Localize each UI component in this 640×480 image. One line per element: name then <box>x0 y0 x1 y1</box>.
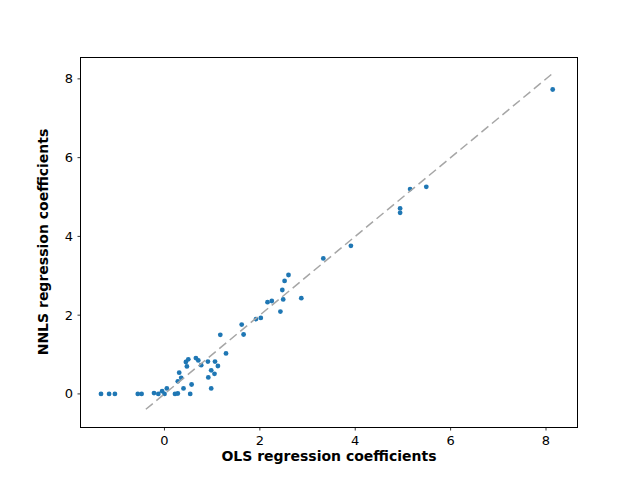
scatter-point <box>321 256 326 261</box>
scatter-point <box>189 382 194 387</box>
scatter-point <box>269 299 274 304</box>
scatter-point <box>278 309 283 314</box>
scatter-point <box>281 297 286 302</box>
scatter-point <box>282 279 287 284</box>
scatter-point <box>224 351 229 356</box>
scatter-point <box>206 375 211 380</box>
y-axis-label: NNLS regression coefficients <box>35 129 51 356</box>
y-tick-label: 4 <box>65 229 73 244</box>
scatter-point <box>258 316 263 321</box>
scatter-point <box>209 386 214 391</box>
scatter-point <box>299 296 304 301</box>
scatter-point <box>213 359 218 364</box>
scatter-point <box>398 206 403 211</box>
scatter-point <box>218 332 223 337</box>
scatter-point <box>209 368 214 373</box>
scatter-point <box>239 322 244 327</box>
scatter-point <box>175 391 180 396</box>
scatter-point <box>398 210 403 215</box>
scatter-point <box>107 392 112 397</box>
x-tick-label: 4 <box>351 433 359 448</box>
scatter-point <box>206 359 211 364</box>
scatter-point <box>177 370 182 375</box>
scatter-point <box>113 392 118 397</box>
figure: 0 2 4 6 8 0 2 4 6 8 OLS regression coefficients N… <box>0 0 640 480</box>
scatter-point <box>216 364 221 369</box>
y-tick-label: 0 <box>65 386 73 401</box>
y-tick-label: 2 <box>65 308 73 323</box>
scatter-point <box>550 87 555 92</box>
x-tick-label: 8 <box>542 433 550 448</box>
axes-border <box>81 58 578 428</box>
scatter-point <box>188 392 193 397</box>
y-tick-label: 6 <box>65 150 73 165</box>
scatter-point <box>212 371 217 376</box>
x-tick-label: 0 <box>160 433 168 448</box>
x-tick-label: 2 <box>256 433 264 448</box>
x-tick-label: 6 <box>446 433 454 448</box>
scatter-point <box>185 364 190 369</box>
scatter-point <box>286 273 291 278</box>
scatter-point <box>349 243 354 248</box>
scatter-point <box>186 357 191 362</box>
identity-line <box>146 74 552 409</box>
scatter-point <box>139 392 144 397</box>
scatter-point <box>424 184 429 189</box>
scatter-point <box>265 300 270 305</box>
scatter-point <box>99 392 104 397</box>
scatter-point <box>196 358 201 363</box>
scatter-point <box>280 288 285 293</box>
y-tick-label: 8 <box>65 71 73 86</box>
scatter-point <box>152 391 157 396</box>
scatter-point <box>181 386 186 391</box>
plot-canvas: 0 2 4 6 8 0 2 4 6 8 <box>0 0 640 480</box>
scatter-point <box>241 332 246 337</box>
x-axis-label: OLS regression coefficients <box>81 448 577 464</box>
